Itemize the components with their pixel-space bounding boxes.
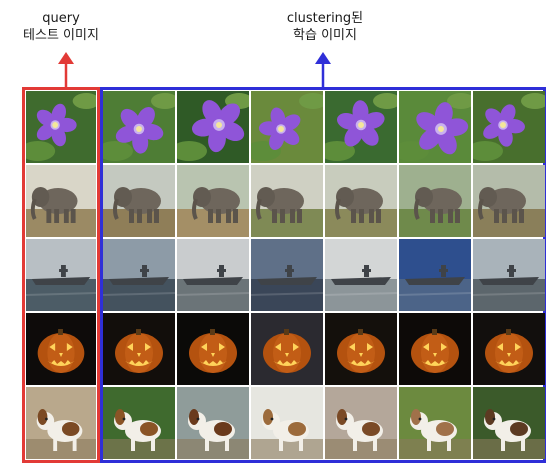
purple-flower-train-image xyxy=(251,91,323,163)
dog-query-image xyxy=(26,387,96,459)
train-arrow-icon xyxy=(315,52,331,88)
train-image-grid xyxy=(103,91,545,459)
purple-flower-train-image xyxy=(177,91,249,163)
dog-train-image xyxy=(251,387,323,459)
train-label: clustering된 학습 이미지 xyxy=(240,10,410,44)
query-label-line1: query xyxy=(42,11,80,26)
elephant-train-image xyxy=(399,165,471,237)
purple-flower-train-image xyxy=(399,91,471,163)
jack-o-lantern-train-image xyxy=(399,313,471,385)
query-frame xyxy=(22,87,100,463)
jack-o-lantern-train-image xyxy=(251,313,323,385)
aircraft-carrier-query-image xyxy=(26,239,96,311)
query-label: query 테스트 이미지 xyxy=(0,10,122,44)
train-label-line2: 학습 이미지 xyxy=(293,28,357,43)
purple-flower-train-image xyxy=(473,91,545,163)
jack-o-lantern-train-image xyxy=(473,313,545,385)
dog-train-image xyxy=(473,387,545,459)
query-image-column xyxy=(26,91,96,459)
aircraft-carrier-train-image xyxy=(103,239,175,311)
elephant-train-image xyxy=(251,165,323,237)
dog-train-image xyxy=(325,387,397,459)
elephant-query-image xyxy=(26,165,96,237)
elephant-train-image xyxy=(473,165,545,237)
aircraft-carrier-train-image xyxy=(399,239,471,311)
jack-o-lantern-train-image xyxy=(325,313,397,385)
purple-flower-query-image xyxy=(26,91,96,163)
jack-o-lantern-train-image xyxy=(177,313,249,385)
purple-flower-train-image xyxy=(325,91,397,163)
aircraft-carrier-train-image xyxy=(177,239,249,311)
dog-train-image xyxy=(399,387,471,459)
query-arrow-icon xyxy=(58,52,74,88)
jack-o-lantern-query-image xyxy=(26,313,96,385)
elephant-train-image xyxy=(103,165,175,237)
dog-train-image xyxy=(103,387,175,459)
purple-flower-train-image xyxy=(103,91,175,163)
query-label-line2: 테스트 이미지 xyxy=(23,28,99,43)
aircraft-carrier-train-image xyxy=(251,239,323,311)
jack-o-lantern-train-image xyxy=(103,313,175,385)
dog-train-image xyxy=(177,387,249,459)
elephant-train-image xyxy=(177,165,249,237)
aircraft-carrier-train-image xyxy=(473,239,545,311)
aircraft-carrier-train-image xyxy=(325,239,397,311)
train-label-line1: clustering된 xyxy=(286,11,364,26)
elephant-train-image xyxy=(325,165,397,237)
